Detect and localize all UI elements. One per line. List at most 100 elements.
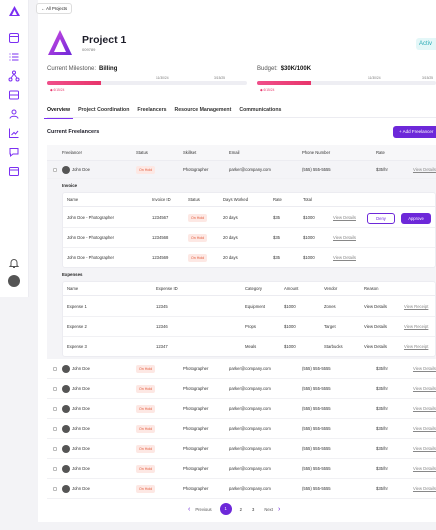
rate: $35/hr bbox=[376, 366, 388, 371]
view-details-link[interactable]: View Details bbox=[364, 324, 387, 329]
freelancer-table-header: Freelancer Status Skillset Email Phone N… bbox=[47, 145, 436, 161]
page-2-button[interactable]: 2 bbox=[239, 506, 242, 512]
row-checkbox[interactable] bbox=[53, 168, 57, 172]
bell-icon[interactable] bbox=[8, 257, 20, 269]
project-id: 009789 bbox=[82, 47, 96, 52]
milestone-progress-bar bbox=[47, 81, 247, 85]
row-checkbox[interactable] bbox=[53, 387, 57, 391]
table-row[interactable]: John Doe On Hold Photographer parker@compan… bbox=[47, 439, 436, 459]
view-receipt-link[interactable]: View Receipt bbox=[404, 344, 429, 349]
table-row[interactable]: John Doe On Hold Photographer parker@compan… bbox=[47, 419, 436, 439]
rate: $35/hr bbox=[376, 386, 388, 391]
previous-page-button[interactable]: Previous bbox=[195, 506, 212, 512]
arrow-left-icon: ← bbox=[41, 6, 47, 11]
table-row[interactable]: John Doe On Hold Photographer parker@compan… bbox=[47, 459, 436, 479]
chevron-right-icon[interactable]: › bbox=[277, 505, 281, 513]
expenses-label: Expenses bbox=[62, 272, 83, 277]
col-skillset[interactable]: Skillset bbox=[183, 150, 197, 155]
col-rate[interactable]: Rate bbox=[376, 150, 385, 155]
calendar-icon[interactable] bbox=[8, 165, 20, 177]
tab-resource-management[interactable]: Resource Management bbox=[174, 107, 232, 113]
chevron-left-icon[interactable]: ‹ bbox=[188, 505, 191, 513]
avatar bbox=[62, 465, 70, 473]
page-3-button[interactable]: 3 bbox=[251, 506, 255, 512]
col-phone[interactable]: Phone Number bbox=[302, 150, 331, 155]
tab-overview[interactable]: Overview bbox=[43, 106, 74, 119]
phone: (555) 555-5555 bbox=[302, 486, 331, 491]
avatar bbox=[62, 405, 70, 413]
view-details-link[interactable]: View Details bbox=[413, 386, 436, 391]
app-logo-icon[interactable] bbox=[9, 6, 20, 16]
skillset: Photographer bbox=[183, 466, 209, 471]
freelancer-name: John Doe bbox=[72, 386, 90, 391]
diamond-icon: ◆ bbox=[50, 88, 54, 92]
col-email[interactable]: Email bbox=[229, 150, 240, 155]
add-freelancer-button[interactable]: + Add Freelancer bbox=[393, 126, 436, 138]
email: parker@company.com bbox=[229, 406, 271, 411]
status-badge: On Hold bbox=[188, 214, 208, 222]
invoice-label: Invoice bbox=[62, 183, 78, 188]
status-badge: On Hold bbox=[136, 425, 156, 433]
tab-freelancers[interactable]: Freelancers bbox=[137, 107, 167, 113]
dashboard-icon[interactable] bbox=[8, 32, 20, 44]
view-details-link[interactable]: View Details bbox=[333, 235, 356, 240]
table-row[interactable]: John Doe On Hold Photographer parker@compan… bbox=[47, 359, 436, 379]
row-checkbox[interactable] bbox=[53, 487, 57, 491]
diamond-icon: ◆ bbox=[260, 88, 264, 92]
col-status[interactable]: Status bbox=[136, 150, 148, 155]
users-icon[interactable] bbox=[8, 108, 20, 120]
row-checkbox[interactable] bbox=[53, 467, 57, 471]
row-checkbox[interactable] bbox=[53, 427, 57, 431]
sidebar bbox=[0, 0, 29, 297]
view-details-link[interactable]: View Details bbox=[413, 406, 436, 411]
expense-row: Expense 1 12345 Equipment $1000 Zones Vi… bbox=[63, 297, 435, 317]
expense-row: Expense 2 12346 Props $1000 Target View … bbox=[63, 317, 435, 337]
view-details-link[interactable]: View Details bbox=[333, 215, 356, 220]
view-details-link[interactable]: View Details bbox=[413, 167, 436, 172]
tab-project-coordination[interactable]: Project Coordination bbox=[78, 107, 130, 113]
email: parker@company.com bbox=[229, 486, 271, 491]
chart-icon[interactable] bbox=[8, 127, 20, 139]
inbox-icon[interactable] bbox=[8, 89, 20, 101]
view-details-link[interactable]: View Details bbox=[413, 466, 436, 471]
budget-start-date: ◆ 6/15/24 bbox=[260, 88, 275, 92]
view-details-link[interactable]: View Details bbox=[413, 446, 436, 451]
rate: $35/hr bbox=[376, 486, 388, 491]
user-avatar[interactable] bbox=[8, 275, 20, 287]
row-checkbox[interactable] bbox=[53, 447, 57, 451]
email: parker@company.com bbox=[229, 366, 271, 371]
col-freelancer[interactable]: Freelancer bbox=[62, 150, 83, 155]
chat-icon[interactable] bbox=[8, 146, 20, 158]
view-details-link[interactable]: View Details bbox=[333, 255, 356, 260]
budget-progress-bar bbox=[257, 81, 436, 85]
view-details-link[interactable]: View Details bbox=[364, 344, 387, 349]
freelancer-name: John Doe bbox=[72, 486, 90, 491]
list-icon[interactable] bbox=[8, 51, 20, 63]
row-checkbox[interactable] bbox=[53, 367, 57, 371]
email: parker@company.com bbox=[229, 426, 271, 431]
skillset: Photographer bbox=[183, 406, 209, 411]
freelancer-detail-panel: Invoice Name Invoice ID Status Days Work… bbox=[47, 179, 436, 359]
view-receipt-link[interactable]: View Receipt bbox=[404, 304, 429, 309]
milestone-date-1: 11/30/24 bbox=[156, 76, 169, 80]
view-receipt-link[interactable]: View Receipt bbox=[404, 324, 429, 329]
freelancer-name: John Doe bbox=[72, 406, 90, 411]
approve-button[interactable]: Approve bbox=[401, 213, 431, 224]
next-page-button[interactable]: Next bbox=[264, 506, 273, 512]
tab-communications[interactable]: Communications bbox=[239, 107, 282, 113]
view-details-link[interactable]: View Details bbox=[413, 426, 436, 431]
table-row[interactable]: John Doe On Hold Photographer parker@compan… bbox=[47, 379, 436, 399]
table-row[interactable]: John Doe On Hold Photographer parker@compan… bbox=[47, 399, 436, 419]
view-details-link[interactable]: View Details bbox=[364, 304, 387, 309]
view-details-link[interactable]: View Details bbox=[413, 486, 436, 491]
back-to-projects-button[interactable]: ← All Projects bbox=[36, 3, 73, 14]
view-details-link[interactable]: View Details bbox=[413, 366, 436, 371]
row-checkbox[interactable] bbox=[53, 407, 57, 411]
network-icon[interactable] bbox=[8, 70, 20, 82]
page-1-button[interactable]: 1 bbox=[219, 503, 232, 515]
status-badge: On Hold bbox=[136, 385, 156, 393]
table-row[interactable]: John Doe On Hold Photographer parker@compan… bbox=[47, 479, 436, 499]
table-row[interactable]: John Doe On Hold Photographer parker@com… bbox=[47, 161, 436, 179]
deny-button[interactable]: Deny bbox=[367, 213, 395, 224]
expenses-table: Name Expense ID Category Amount Vendor R… bbox=[62, 281, 436, 357]
